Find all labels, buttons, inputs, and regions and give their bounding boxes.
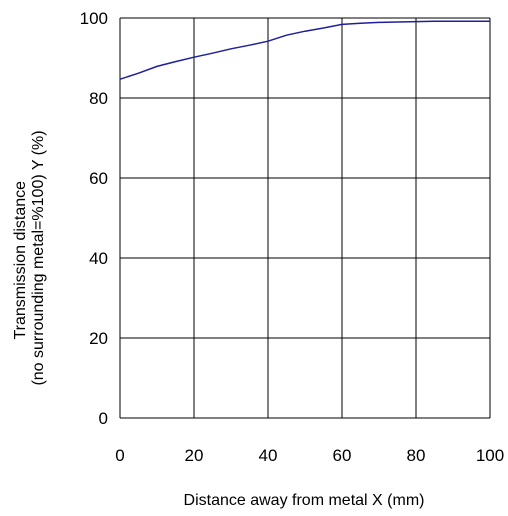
y-tick-label: 80 [89, 89, 108, 108]
x-tick-label: 20 [185, 446, 204, 465]
x-axis-title: Distance away from metal X (mm) [184, 492, 425, 509]
series-layer [119, 20, 490, 80]
x-tick-label: 40 [259, 446, 278, 465]
x-tick-label: 100 [476, 446, 504, 465]
y-axis-title-line-2: (no surrounding metal=%100) Y (%) [30, 130, 47, 385]
y-tick-label: 100 [80, 9, 108, 28]
x-tick-label: 80 [407, 446, 426, 465]
y-tick-label: 40 [89, 249, 108, 268]
y-tick-label: 60 [89, 169, 108, 188]
tick-labels: 0 20 40 60 80 100 0 20 40 60 80 100 [80, 9, 505, 465]
series-line [119, 20, 490, 80]
y-tick-label: 0 [99, 409, 108, 428]
x-tick-label: 60 [333, 446, 352, 465]
x-tick-label: 0 [115, 446, 124, 465]
y-axis-title-line-1: Transmission distance [12, 181, 29, 340]
y-tick-label: 20 [89, 329, 108, 348]
y-axis-title: Transmission distance (no surrounding me… [12, 130, 47, 385]
grid [119, 17, 491, 419]
